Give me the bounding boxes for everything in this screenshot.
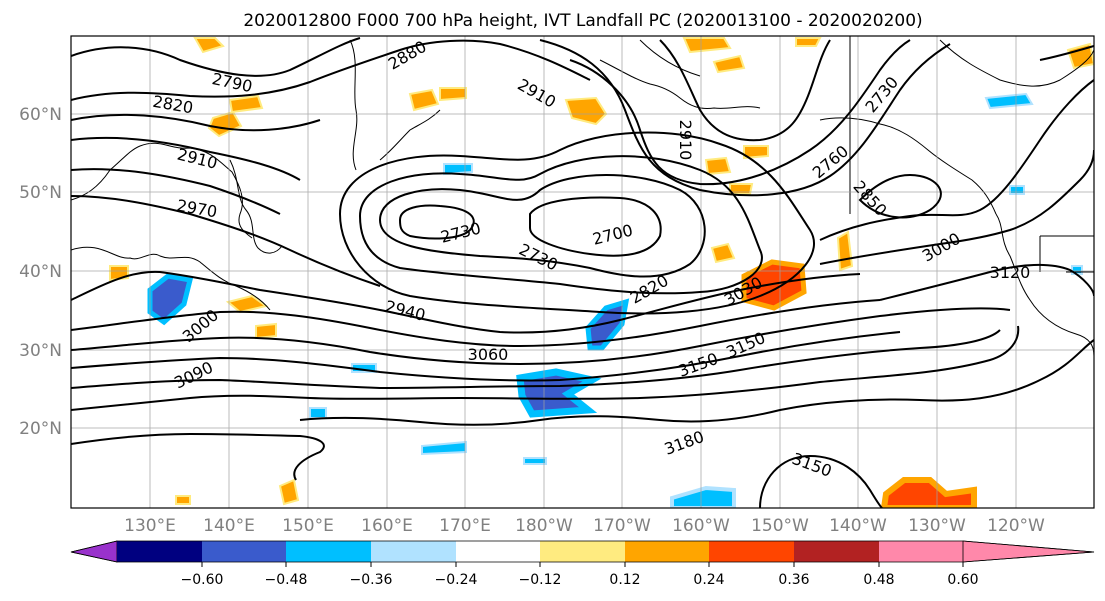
lon-label: 150°E <box>282 516 334 536</box>
lat-label: 20°N <box>19 419 62 439</box>
colorbar-tick-label: 0.24 <box>693 572 724 588</box>
colorbar-segment <box>202 541 286 562</box>
positive-anomaly-patch <box>712 54 746 74</box>
positive-anomaly-patch <box>193 37 225 54</box>
positive-anomaly-patch <box>175 495 191 505</box>
lon-label: 130°E <box>124 516 176 536</box>
negative-anomaly-patch <box>670 485 736 508</box>
gridlines <box>71 36 1094 508</box>
negative-anomaly-patch <box>523 457 547 465</box>
positive-anomaly-patch <box>729 183 754 195</box>
colorbar-segment <box>371 541 456 562</box>
colorbar-segment <box>456 541 540 562</box>
contour-label: 2910 <box>676 120 695 161</box>
positive-anomaly-patch <box>255 322 277 340</box>
colorbar-outline <box>70 540 1095 563</box>
colorbar-segment <box>286 541 371 562</box>
colorbar-under-arrow <box>70 540 118 563</box>
colorbar-tick-label: 0.36 <box>778 572 809 588</box>
colorbar-tick-label: −0.12 <box>519 572 562 588</box>
colorbar-tick-label: 0.60 <box>947 572 978 588</box>
positive-anomaly-patch <box>228 94 264 114</box>
lon-label: 130°W <box>908 516 966 536</box>
figure-title: 2020012800 F000 700 hPa height, IVT Land… <box>243 11 922 31</box>
lon-label: 120°W <box>987 516 1045 536</box>
positive-anomaly-patch <box>795 37 822 47</box>
positive-anomaly-patch <box>710 242 736 264</box>
colorbar-tick-label: −0.60 <box>181 572 224 588</box>
colorbar-tick-label: −0.48 <box>265 572 308 588</box>
colorbar-tick-label: 0.12 <box>609 572 640 588</box>
colorbar-tick-label: −0.24 <box>435 572 478 588</box>
lat-label: 40°N <box>19 262 62 282</box>
lon-label: 160°W <box>672 516 730 536</box>
positive-anomaly-patch <box>1066 42 1094 70</box>
colorbar-segment <box>540 541 625 562</box>
positive-anomaly-patch <box>278 478 300 506</box>
colorbar-segment <box>709 541 794 562</box>
colorbar-segment <box>117 541 202 562</box>
positive-anomaly-patch <box>564 96 608 126</box>
positive-anomaly-patch <box>704 156 732 176</box>
positive-anomaly-patch <box>682 37 732 54</box>
colorbar-over-arrow <box>962 540 1095 563</box>
lon-label: 180°W <box>515 516 573 536</box>
lat-label: 30°N <box>19 341 62 361</box>
contour-label: 3060 <box>468 345 509 364</box>
colorbar-tick-label: 0.48 <box>863 572 894 588</box>
positive-anomaly-patch <box>408 88 440 112</box>
positive-anomaly-patch <box>439 87 467 102</box>
lon-label: 170°W <box>593 516 651 536</box>
colorbar-tick-label: −0.36 <box>350 572 393 588</box>
negative-anomaly-patch <box>309 407 327 419</box>
negative-anomaly-patch <box>421 440 467 456</box>
negative-anomaly-patch <box>1009 185 1025 195</box>
map-frame <box>70 35 1095 509</box>
colorbar-segment <box>625 541 709 562</box>
colorbar-ticks <box>201 562 964 567</box>
lon-label: 140°W <box>829 516 887 536</box>
lon-label: 160°E <box>361 516 413 536</box>
lon-label: 150°W <box>751 516 809 536</box>
contour-label: 3120 <box>990 263 1031 282</box>
lon-label: 170°E <box>439 516 491 536</box>
colorbar: −0.60 −0.48 −0.36 −0.24 −0.12 0.12 0.24 … <box>70 540 1095 588</box>
longitude-labels: 130°E 140°E 150°E 160°E 170°E 180°W 170°… <box>124 516 1045 536</box>
lon-label: 140°E <box>203 516 255 536</box>
colorbar-segment <box>879 541 963 562</box>
lat-label: 50°N <box>19 183 62 203</box>
latitude-labels: 20°N 30°N 40°N 50°N 60°N <box>19 105 62 439</box>
negative-anomaly-patch <box>984 92 1034 110</box>
positive-anomaly-patch <box>880 477 977 508</box>
lat-label: 60°N <box>19 105 62 125</box>
height-contours <box>71 37 1094 508</box>
colorbar-segment <box>794 541 879 562</box>
